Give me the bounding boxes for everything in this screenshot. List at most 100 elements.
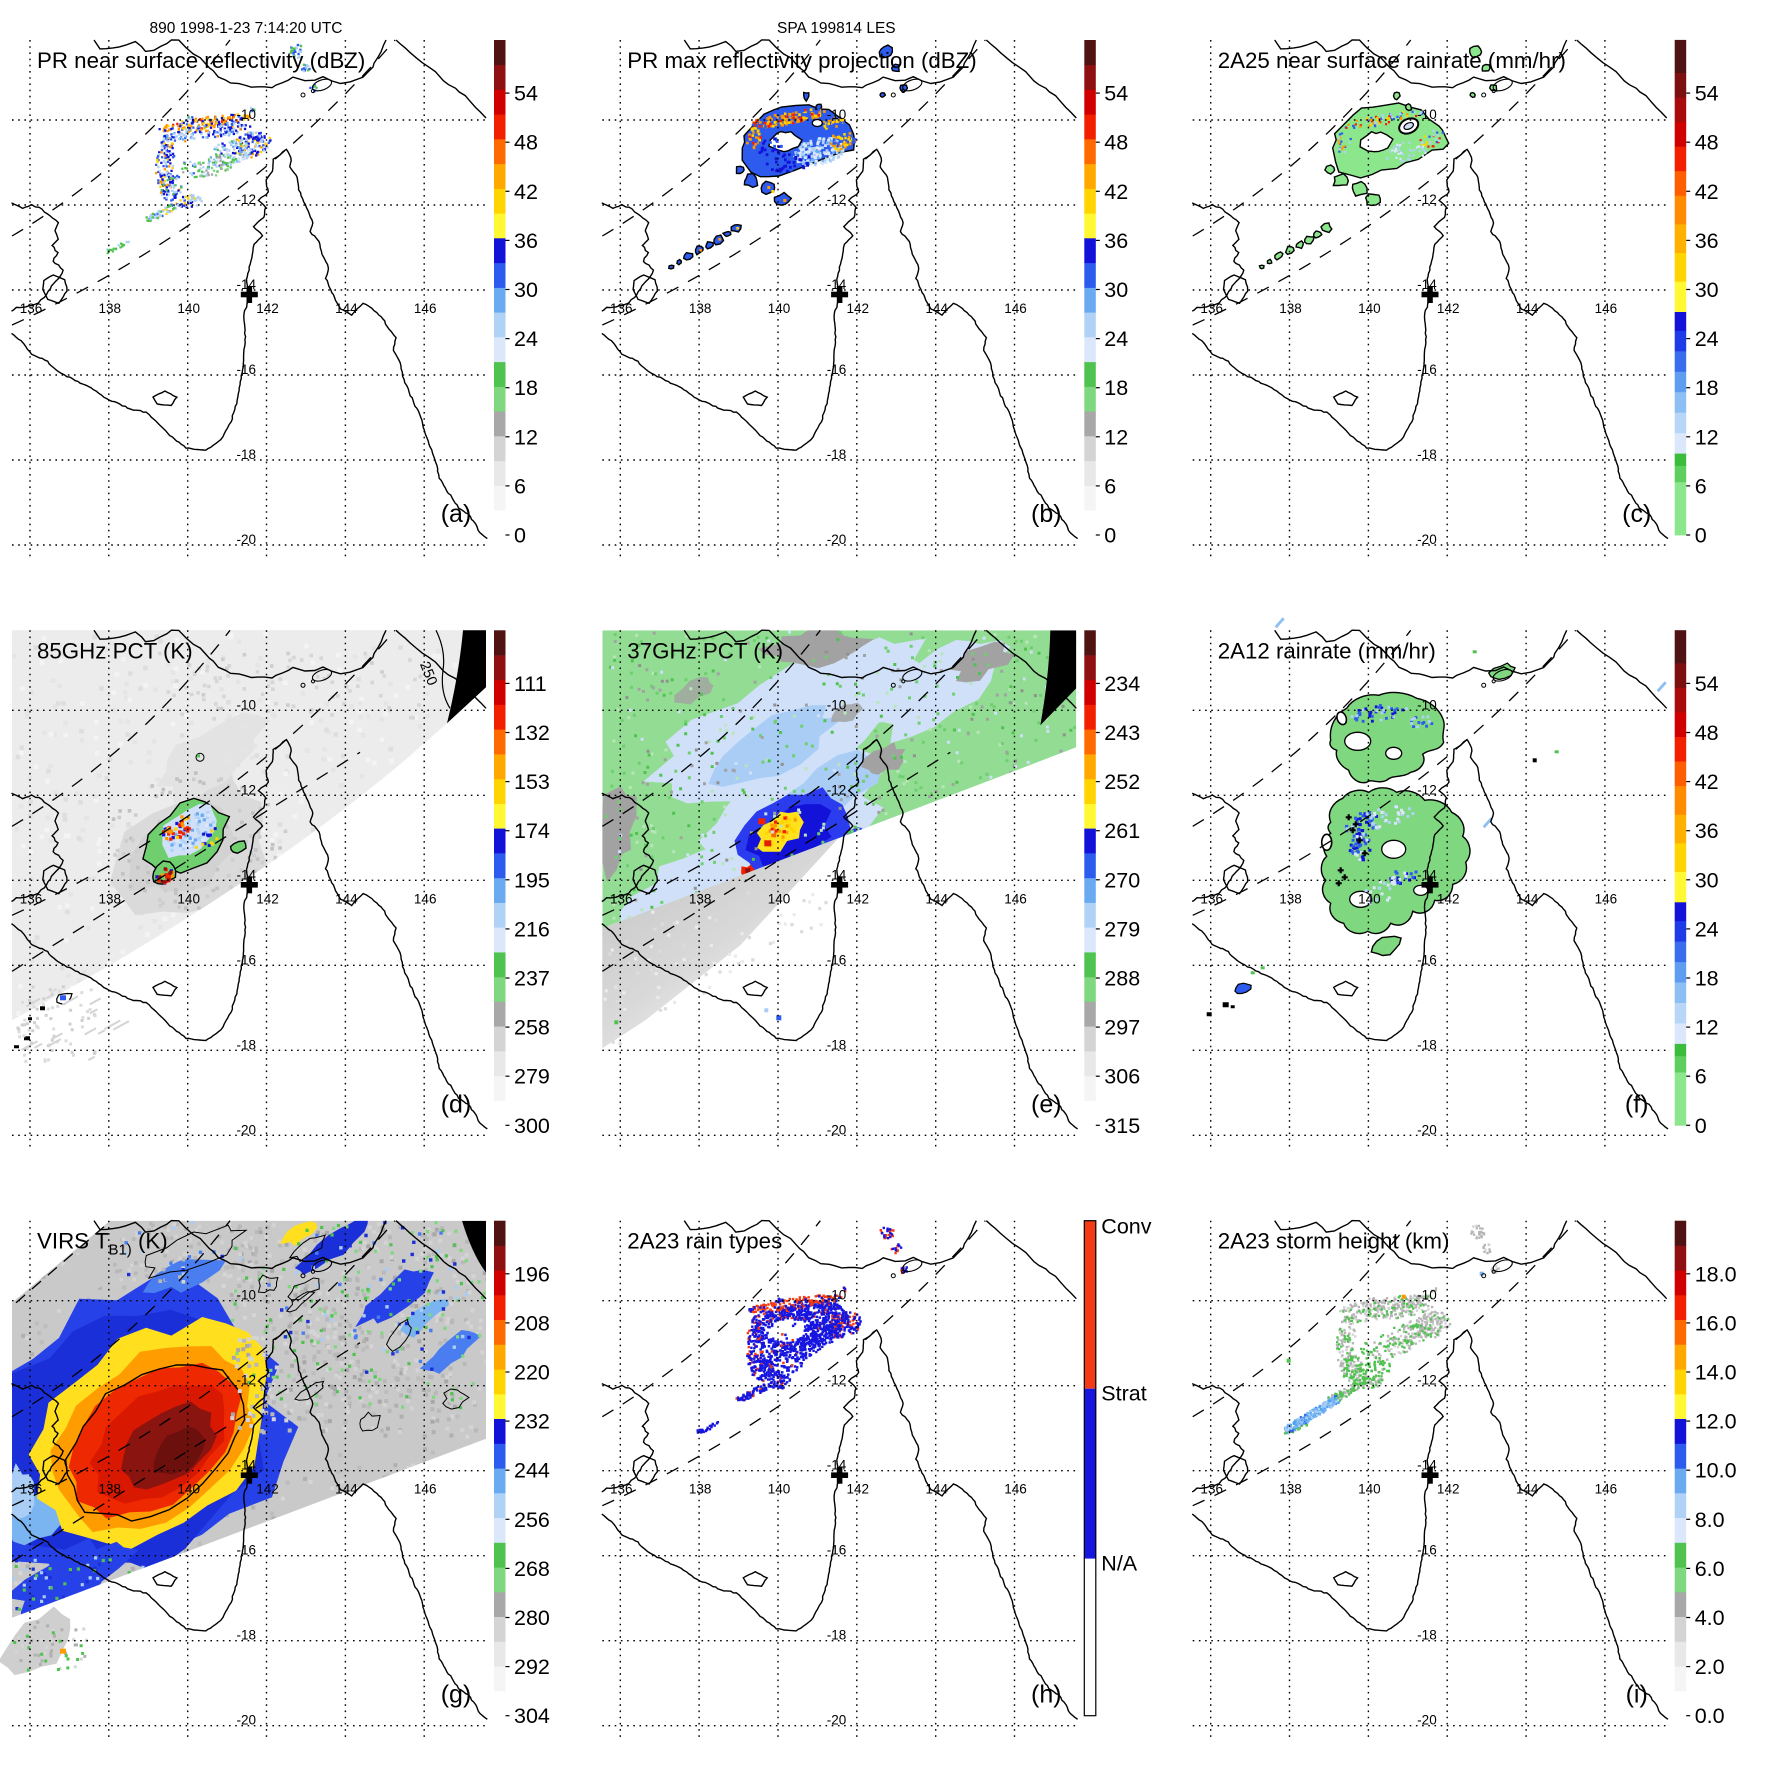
svg-text:-14: -14 <box>827 277 847 292</box>
svg-text:42: 42 <box>1695 180 1719 204</box>
svg-text:0: 0 <box>1695 1114 1707 1138</box>
svg-text:(e): (e) <box>1031 1090 1062 1118</box>
svg-text:136: 136 <box>20 891 43 906</box>
svg-text:142: 142 <box>847 891 870 906</box>
svg-text:-12: -12 <box>1417 1373 1437 1388</box>
svg-text:-20: -20 <box>236 1122 256 1137</box>
svg-text:279: 279 <box>1104 917 1140 941</box>
svg-text:144: 144 <box>1516 891 1539 906</box>
svg-text:24: 24 <box>1695 327 1719 351</box>
svg-text:-20: -20 <box>1417 532 1437 547</box>
svg-text:-20: -20 <box>236 1713 256 1728</box>
svg-text:138: 138 <box>689 891 712 906</box>
svg-text:144: 144 <box>1516 1482 1539 1497</box>
svg-text:-18: -18 <box>1417 1628 1437 1643</box>
svg-text:0: 0 <box>514 524 526 548</box>
svg-text:146: 146 <box>1595 1482 1618 1497</box>
svg-text:890 1998-1-23 7:14:20 UTC: 890 1998-1-23 7:14:20 UTC <box>149 20 342 37</box>
svg-text:142: 142 <box>256 891 279 906</box>
svg-text:256: 256 <box>514 1508 550 1532</box>
svg-text:-10: -10 <box>827 107 847 122</box>
svg-text:-12: -12 <box>1417 192 1437 207</box>
svg-text:54: 54 <box>1695 82 1719 106</box>
svg-text:(a): (a) <box>441 500 472 528</box>
svg-text:-12: -12 <box>827 192 847 207</box>
svg-text:18: 18 <box>1104 376 1128 400</box>
svg-text:216: 216 <box>514 917 550 941</box>
svg-text:288: 288 <box>1104 967 1140 991</box>
svg-text:48: 48 <box>1104 131 1128 155</box>
svg-text:-16: -16 <box>236 952 256 967</box>
svg-text:-10: -10 <box>1417 1288 1437 1303</box>
svg-text:146: 146 <box>414 301 437 316</box>
svg-text:-10: -10 <box>1417 107 1437 122</box>
svg-text:12: 12 <box>1104 425 1128 449</box>
svg-text:42: 42 <box>1104 180 1128 204</box>
svg-text:144: 144 <box>335 891 358 906</box>
svg-text:-20: -20 <box>827 1122 847 1137</box>
svg-text:48: 48 <box>1695 131 1719 155</box>
svg-text:153: 153 <box>514 770 550 794</box>
svg-text:237: 237 <box>514 967 550 991</box>
svg-text:136: 136 <box>20 1482 43 1497</box>
svg-text:36: 36 <box>1695 819 1719 843</box>
svg-text:-14: -14 <box>236 867 256 882</box>
svg-text:140: 140 <box>768 301 791 316</box>
svg-text:0.0: 0.0 <box>1695 1704 1725 1728</box>
svg-text:234: 234 <box>1104 672 1140 696</box>
svg-text:36: 36 <box>1695 229 1719 253</box>
svg-text:(h): (h) <box>1031 1681 1062 1709</box>
svg-text:-14: -14 <box>827 867 847 882</box>
svg-text:220: 220 <box>514 1361 550 1385</box>
svg-text:138: 138 <box>1279 301 1302 316</box>
svg-text:142: 142 <box>1437 301 1460 316</box>
svg-text:-18: -18 <box>236 447 256 462</box>
svg-text:-16: -16 <box>236 1543 256 1558</box>
svg-text:-16: -16 <box>236 362 256 377</box>
svg-text:12: 12 <box>1695 1016 1719 1040</box>
svg-text:136: 136 <box>20 301 43 316</box>
svg-text:54: 54 <box>1695 672 1719 696</box>
svg-text:-10: -10 <box>236 1288 256 1303</box>
svg-text:48: 48 <box>514 131 538 155</box>
svg-text:146: 146 <box>414 891 437 906</box>
svg-text:36: 36 <box>514 229 538 253</box>
svg-text:2A12 rainrate (mm/hr): 2A12 rainrate (mm/hr) <box>1218 638 1436 663</box>
svg-text:-14: -14 <box>1417 867 1437 882</box>
svg-text:268: 268 <box>514 1557 550 1581</box>
svg-text:146: 146 <box>1004 301 1027 316</box>
svg-text:30: 30 <box>1695 868 1719 892</box>
svg-text:144: 144 <box>925 1482 948 1497</box>
svg-text:-14: -14 <box>827 1458 847 1473</box>
svg-text:18: 18 <box>1695 967 1719 991</box>
svg-text:8.0: 8.0 <box>1695 1508 1725 1532</box>
svg-text:0: 0 <box>1695 524 1707 548</box>
svg-text:174: 174 <box>514 819 550 843</box>
svg-text:0: 0 <box>1104 524 1116 548</box>
svg-text:111: 111 <box>514 672 547 696</box>
svg-text:140: 140 <box>768 1482 791 1497</box>
svg-text:-16: -16 <box>827 1543 847 1558</box>
svg-text:300: 300 <box>514 1114 550 1138</box>
svg-text:-18: -18 <box>827 1628 847 1643</box>
svg-text:146: 146 <box>1595 301 1618 316</box>
svg-text:42: 42 <box>1695 770 1719 794</box>
svg-text:244: 244 <box>514 1459 550 1483</box>
svg-text:16.0: 16.0 <box>1695 1311 1737 1335</box>
svg-text:146: 146 <box>1004 891 1027 906</box>
svg-text:136: 136 <box>610 301 633 316</box>
svg-text:142: 142 <box>847 301 870 316</box>
svg-text:(d): (d) <box>441 1090 472 1118</box>
svg-text:PR max reflectivity projection: PR max reflectivity projection (dBZ) <box>627 48 976 73</box>
svg-text:-16: -16 <box>1417 952 1437 967</box>
svg-text:18: 18 <box>1695 376 1719 400</box>
svg-text:-10: -10 <box>1417 697 1437 712</box>
svg-text:132: 132 <box>514 721 550 745</box>
svg-text:142: 142 <box>256 1482 279 1497</box>
svg-text:-12: -12 <box>1417 782 1437 797</box>
svg-text:30: 30 <box>1104 278 1128 302</box>
svg-text:-12: -12 <box>236 782 256 797</box>
svg-text:195: 195 <box>514 868 550 892</box>
svg-text:138: 138 <box>1279 1482 1302 1497</box>
svg-text:136: 136 <box>1200 301 1223 316</box>
